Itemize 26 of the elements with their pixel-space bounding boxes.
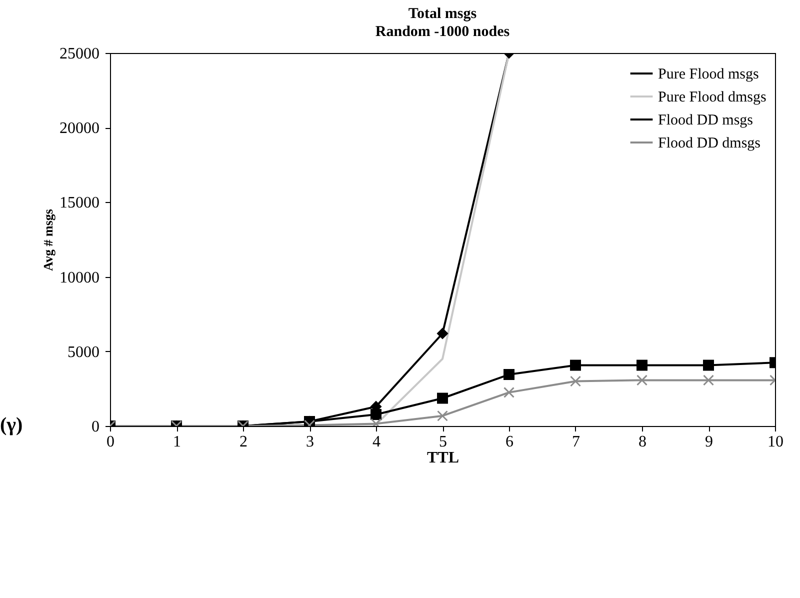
legend-label: Pure Flood dmsgs (658, 90, 767, 106)
y-tick-label: 5000 (68, 344, 100, 361)
x-axis-title: TTL (426, 450, 460, 466)
x-tick-label: 1 (173, 434, 181, 450)
x-tick-label: 7 (572, 434, 580, 450)
chart-title: Total msgs (408, 6, 477, 22)
y-tick-label: 15000 (60, 194, 100, 212)
legend-label: Flood DD dmsgs (658, 136, 761, 152)
text: (γ) (0, 414, 23, 436)
x-tick-label: 8 (638, 434, 646, 450)
y-tick-label: 10000 (60, 269, 100, 286)
x-tick-label: 0 (106, 434, 114, 450)
x-tick-label: 3 (306, 434, 314, 450)
legend-label: Pure Flood msgs (658, 66, 760, 82)
x-tick-label: 5 (439, 434, 447, 450)
y-axis-title: Avg # msgs (40, 209, 56, 271)
y-tick-label: 25000 (60, 46, 100, 62)
x-tick-label: 2 (240, 434, 248, 450)
y-tick-label: 20000 (60, 120, 100, 138)
x-tick-label: 4 (372, 434, 380, 450)
x-tick-label: 9 (705, 434, 713, 450)
y-tick-label: 0 (92, 418, 100, 436)
legend-label: Flood DD msgs (658, 112, 754, 128)
chart-subtitle: Random -1000 nodes (375, 24, 510, 40)
x-tick-label: 10 (768, 434, 784, 450)
x-tick-label: 6 (506, 434, 514, 450)
